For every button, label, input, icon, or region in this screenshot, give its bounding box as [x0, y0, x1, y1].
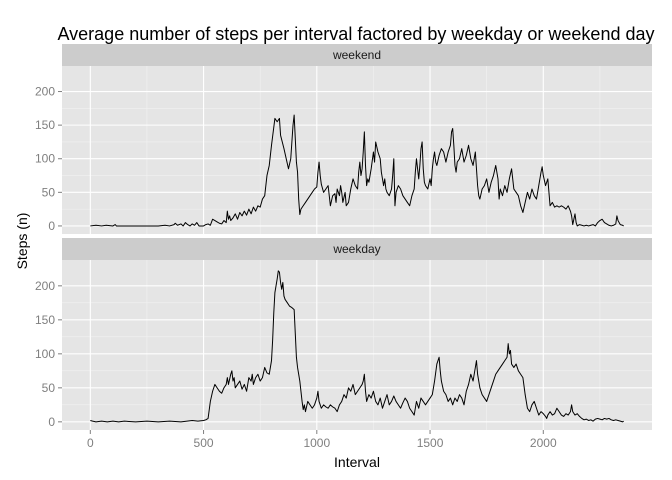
y-tick-label: 150: [35, 313, 55, 327]
x-tick-label: 1500: [417, 436, 444, 450]
strip-background: [62, 238, 652, 260]
y-tick-label: 100: [35, 152, 55, 166]
y-axis-title: Steps (n): [14, 213, 30, 270]
y-tick-label: 200: [35, 85, 55, 99]
series-line-weekend: [90, 114, 624, 227]
panel-background: [62, 260, 652, 430]
x-axis-title: Interval: [334, 454, 380, 470]
x-axis: 0 500 1000 1500 2000: [87, 430, 557, 450]
facet-panel-weekday: weekday 0 50 100 150 200: [35, 238, 652, 430]
chart-title: Average number of steps per interval fac…: [57, 24, 654, 44]
series-line-weekday: [90, 270, 624, 423]
y-tick-label: 0: [48, 415, 55, 429]
y-tick-label: 100: [35, 347, 55, 361]
x-tick-label: 0: [87, 436, 94, 450]
facet-panel-weekend: weekend 0 50 100 150 200: [35, 44, 652, 234]
y-tick-label: 150: [35, 118, 55, 132]
x-tick-label: 500: [194, 436, 214, 450]
y-tick-label: 50: [42, 185, 56, 199]
y-tick-label: 50: [42, 381, 56, 395]
facet-panels: weekend 0 50 100 150 200 weekday 0 50 100 150 200: [35, 44, 652, 430]
y-tick-label: 0: [48, 219, 55, 233]
strip-label-weekday: weekday: [332, 242, 380, 256]
strip-label-weekend: weekend: [332, 48, 381, 62]
x-tick-label: 2000: [530, 436, 557, 450]
y-tick-label: 200: [35, 279, 55, 293]
strip-background: [62, 44, 652, 66]
x-tick-label: 1000: [303, 436, 330, 450]
